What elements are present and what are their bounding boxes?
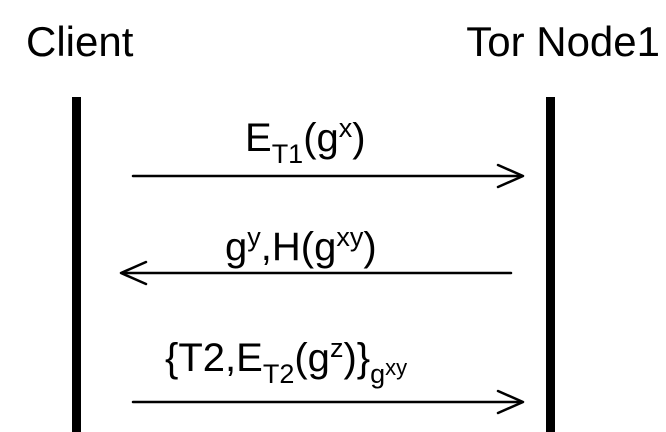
- message-1-subscript: T1: [271, 139, 304, 169]
- message-3-arrowhead: [496, 389, 525, 415]
- message-1-superscript: x: [338, 113, 353, 143]
- message-3-subscript-a: T2: [262, 359, 295, 389]
- client-lifeline: [72, 97, 81, 432]
- message-1-arrowhead: [496, 163, 525, 189]
- tor-node1-lifeline: [546, 97, 555, 432]
- message-3-subscript-exponent: xy: [385, 355, 408, 380]
- tor-node1-participant-label: Tor Node1: [466, 18, 660, 65]
- message-1-label: ET1(gx): [245, 113, 366, 169]
- message-1-text-a: E: [245, 116, 272, 160]
- message-3-text-b: (g: [294, 336, 330, 380]
- message-1-arrow: [131, 163, 525, 189]
- message-2-label: gy,H(gxy): [225, 222, 377, 274]
- message-2-arrow: [119, 260, 513, 286]
- message-2-superscript-b: xy: [336, 222, 364, 252]
- message-3-superscript: z: [329, 333, 344, 363]
- message-1-text-c: ): [352, 116, 366, 160]
- message-2-text-b: ,H(g: [260, 225, 337, 269]
- message-3-arrow: [131, 389, 525, 415]
- message-2-superscript-a: y: [247, 222, 261, 252]
- message-3-subscript-base: g: [370, 359, 386, 389]
- client-participant-label: Client: [26, 18, 134, 65]
- message-2-arrowhead: [119, 260, 148, 286]
- message-3-subscript-c: gxy: [370, 355, 407, 389]
- message-3-text-c: )}: [343, 336, 371, 380]
- message-3-label: {T2,ET2(gz)}gxy: [165, 333, 407, 389]
- message-2-text-c: ): [363, 225, 377, 269]
- message-2-text-a: g: [225, 225, 248, 269]
- message-1-text-b: (g: [303, 116, 339, 160]
- message-3-text-a: {T2,E: [165, 336, 263, 380]
